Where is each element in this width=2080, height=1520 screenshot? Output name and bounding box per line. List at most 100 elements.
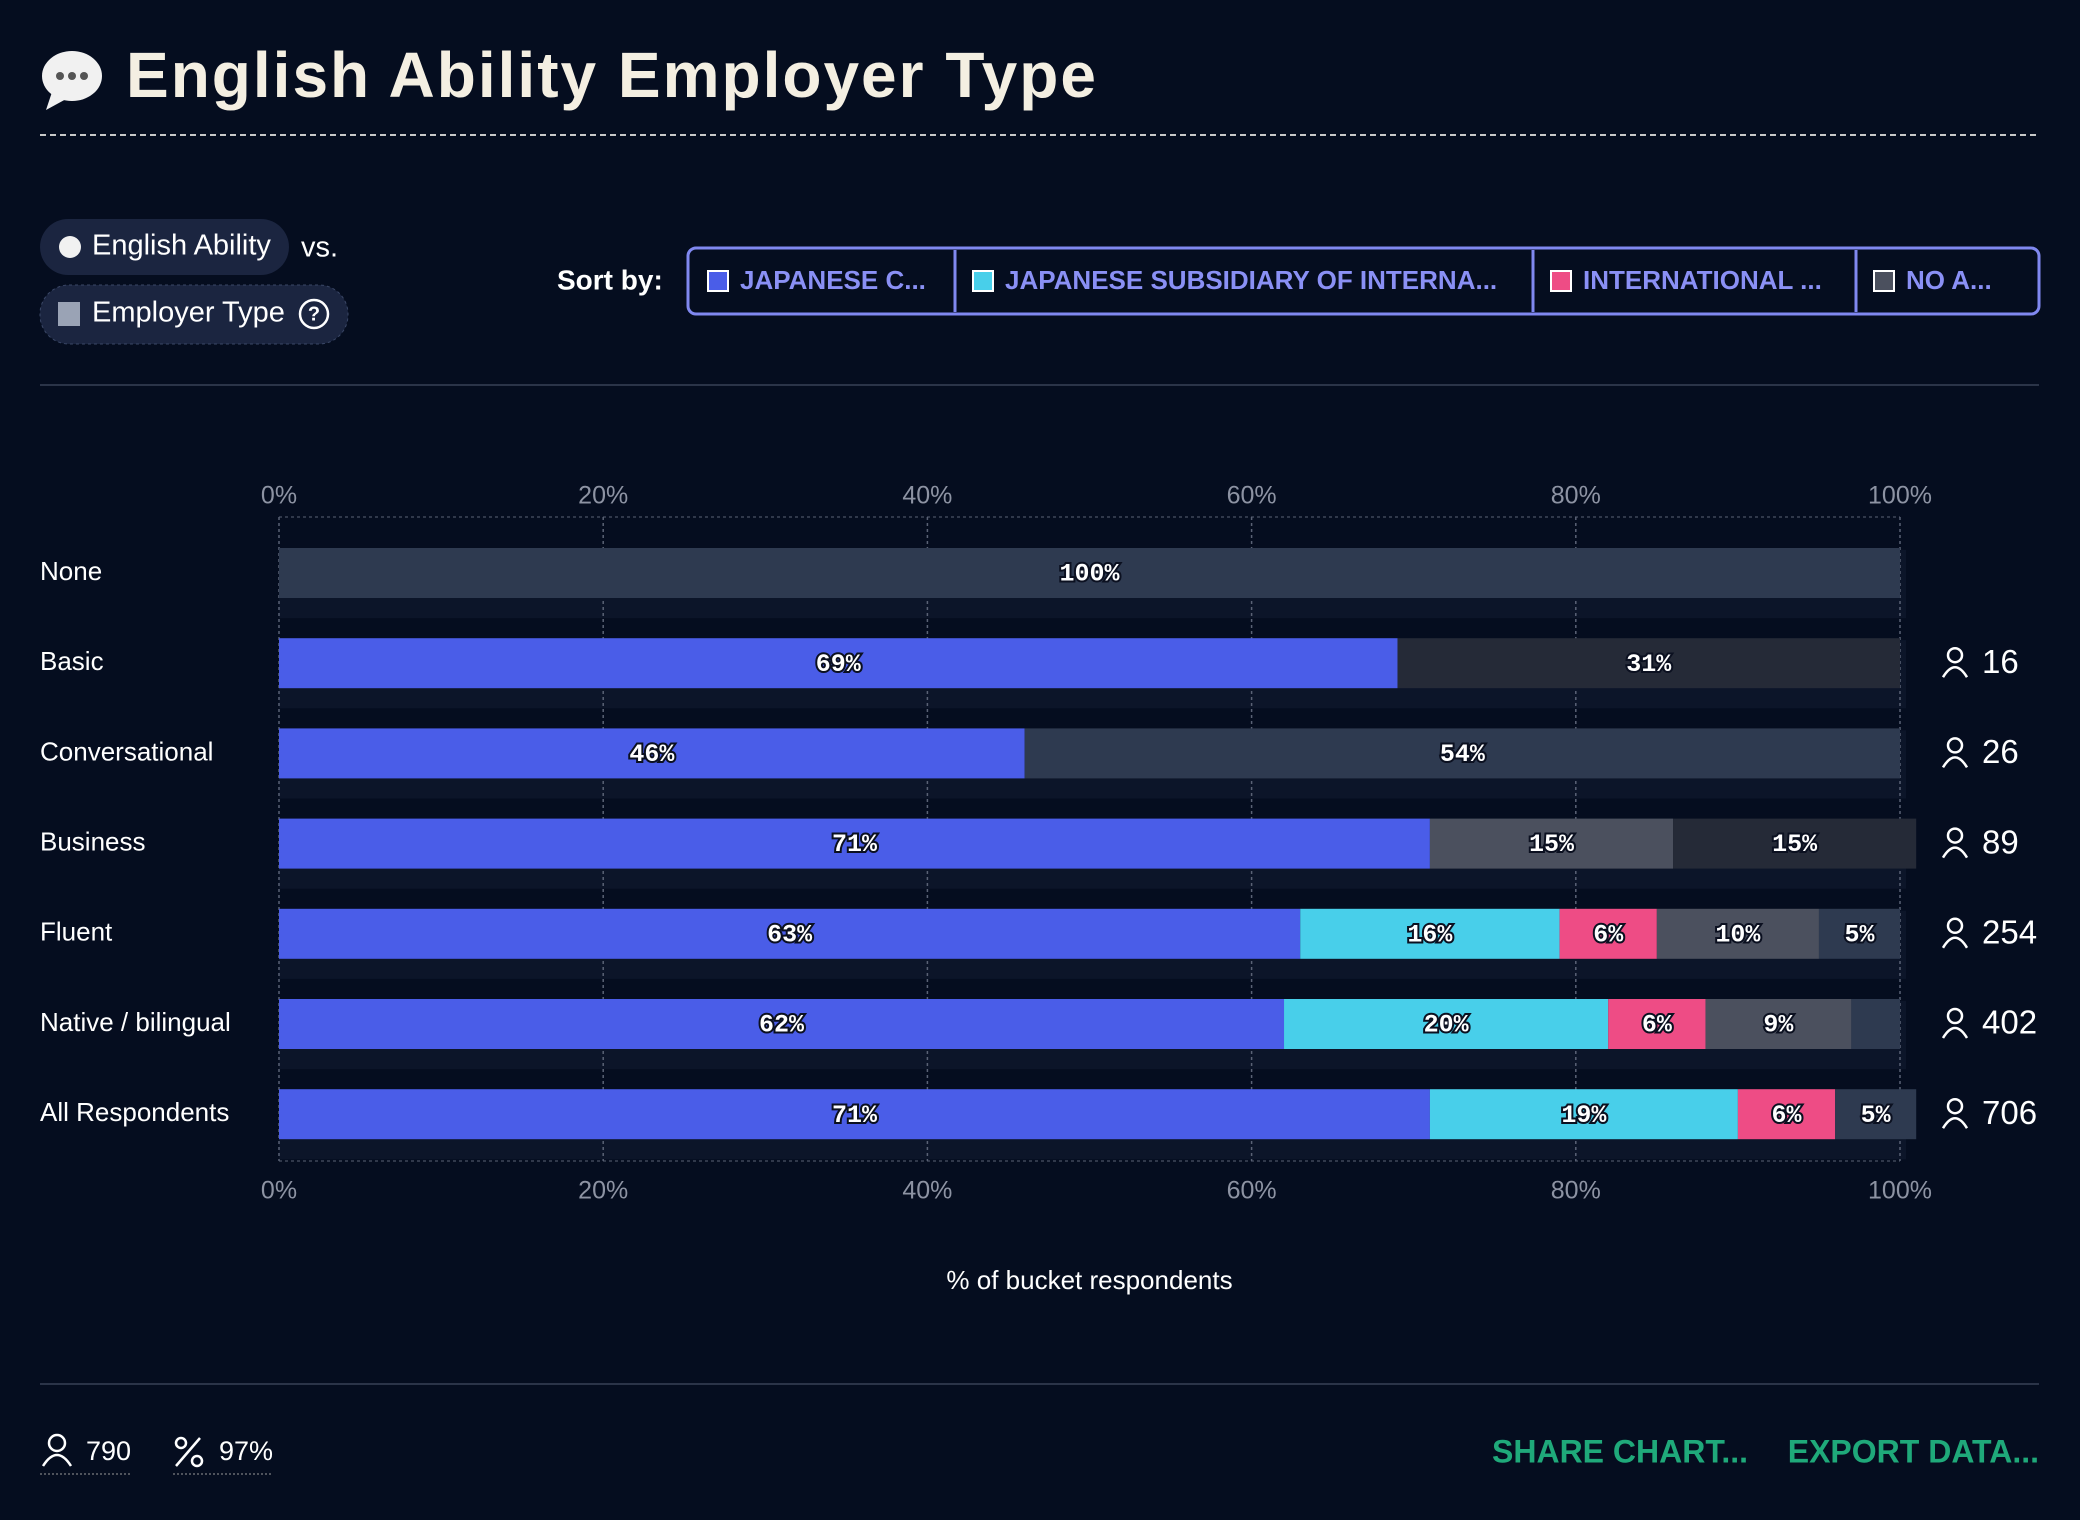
bar-segment (1608, 999, 1706, 1049)
bar-segment (1705, 999, 1852, 1049)
sort-box (686, 246, 2041, 316)
x-tick-label: 20% (578, 482, 628, 510)
bar-segment (1851, 999, 1900, 1049)
respondent-count: 254 (1982, 914, 2037, 951)
data-label: 6% (1772, 1101, 1803, 1130)
count-icon (1941, 737, 1969, 769)
y-tick-label: Business (40, 826, 146, 856)
icon-part (1946, 917, 1964, 935)
icon-part (1946, 827, 1964, 844)
y-tick-label: Basic (40, 646, 104, 676)
y-tick-label: Fluent (40, 917, 113, 947)
icon-part (1941, 665, 1969, 678)
respondents-count: 790 (86, 1436, 131, 1466)
data-label: 31% (1626, 650, 1672, 679)
x-tick-label: 20% (578, 1177, 628, 1205)
count-icon (1941, 827, 1969, 859)
icon-part (1941, 1116, 1969, 1129)
icon-part (1946, 1097, 1964, 1115)
respondent-count: 402 (1982, 1004, 2037, 1041)
data-label: 5% (1844, 920, 1875, 949)
x-tick-label: 80% (1551, 482, 1601, 510)
x-tick-label: 0% (261, 1177, 297, 1205)
data-label: 71% (832, 830, 878, 859)
sort-swatch[interactable] (707, 270, 729, 292)
page-title: English Ability Employer Type (126, 39, 1098, 111)
data-label: 15% (1772, 830, 1818, 859)
bar-segment (1429, 1089, 1738, 1140)
x-chip-text: English Ability (92, 230, 271, 262)
data-label: 54% (1440, 740, 1486, 769)
bar-segment (279, 728, 1025, 779)
data-label: 69% (816, 650, 862, 679)
sort-label: Sort by: (557, 264, 663, 295)
sort-swatch[interactable] (1550, 270, 1572, 292)
sort-swatch[interactable] (972, 270, 994, 292)
x-tick-label: 80% (1551, 1177, 1601, 1205)
data-label: 9% (1763, 1011, 1794, 1040)
y-chip-text: Employer Type (92, 297, 285, 329)
chart: 0% 0% 20% 20% 40% 40% 60% 60% 80% 80% 100% 100% None… (40, 482, 2037, 1295)
respondent-count: 16 (1982, 643, 2019, 680)
share-button[interactable]: SHARE CHART... (1492, 1433, 1748, 1469)
title-icon (42, 51, 102, 110)
icon-part (1946, 1007, 1964, 1025)
bar-segment (1818, 908, 1900, 959)
data-label: 5% (1861, 1101, 1892, 1130)
bar-segment (1284, 999, 1609, 1049)
bar-segment (279, 1089, 1430, 1140)
sort-swatch[interactable] (1873, 270, 1895, 292)
sort-option[interactable]: JAPANESE C... (740, 265, 926, 295)
x-tick-label: 100% (1868, 1177, 1932, 1205)
export-button[interactable]: EXPORT DATA... (1788, 1433, 2039, 1469)
respondent-count: 89 (1982, 823, 2019, 860)
count-icon (1941, 1097, 1969, 1129)
bar-segment (1397, 638, 1900, 689)
bar-segment (1656, 908, 1819, 959)
x-tick-label: 0% (261, 482, 297, 510)
bar-segment (1673, 818, 1917, 869)
sort-option[interactable]: JAPANESE SUBSIDIARY OF INTERNA... (1005, 265, 1497, 295)
bar-segment (1835, 1089, 1917, 1140)
respondent-count: 26 (1982, 733, 2019, 770)
count-icon (1941, 917, 1969, 949)
x-axis-title: % of bucket respondents (946, 1265, 1232, 1295)
percent-icon (174, 1436, 204, 1468)
bar-segment (1300, 908, 1560, 959)
y-tick-label: Conversational (40, 736, 213, 766)
data-label: 46% (629, 740, 675, 769)
bar-segment (1737, 1089, 1836, 1140)
sort-option[interactable]: NO A... (1906, 265, 1992, 295)
y-tick-label: All Respondents (40, 1097, 229, 1127)
share-of-respondents: 97% (219, 1436, 273, 1466)
y-chip[interactable]: Employer Type ? (39, 284, 349, 345)
icon-part (1941, 846, 1969, 859)
bar-segment (279, 818, 1430, 869)
versus: vs. (301, 232, 338, 264)
icon-part (1946, 737, 1964, 754)
data-label: 10% (1715, 920, 1761, 949)
data-label: 62% (759, 1011, 805, 1040)
bar-segment (279, 999, 1285, 1049)
count-icon (1941, 646, 1969, 678)
x-tick-label: 60% (1227, 1177, 1277, 1205)
icon-part (1941, 756, 1969, 769)
icon-part (1946, 646, 1964, 664)
data-label: 20% (1424, 1011, 1470, 1040)
data-label: 15% (1529, 830, 1575, 859)
icon-part (1941, 936, 1969, 949)
y-tick-label: Native / bilingual (40, 1007, 231, 1037)
respondent-count: 706 (1982, 1094, 2037, 1131)
x-chip[interactable]: English Ability (40, 219, 289, 275)
sort-option[interactable]: INTERNATIONAL ... (1583, 265, 1822, 295)
data-label: 19% (1561, 1101, 1607, 1130)
x-tick-label: 40% (902, 482, 952, 510)
help-icon: ? (308, 303, 320, 325)
data-label: 100% (1059, 560, 1120, 589)
bar-segment (279, 908, 1301, 959)
data-label: 6% (1642, 1011, 1673, 1040)
bar-segment (279, 548, 1900, 598)
x-tick-label: 100% (1868, 482, 1932, 510)
icon-part (1941, 1026, 1969, 1039)
